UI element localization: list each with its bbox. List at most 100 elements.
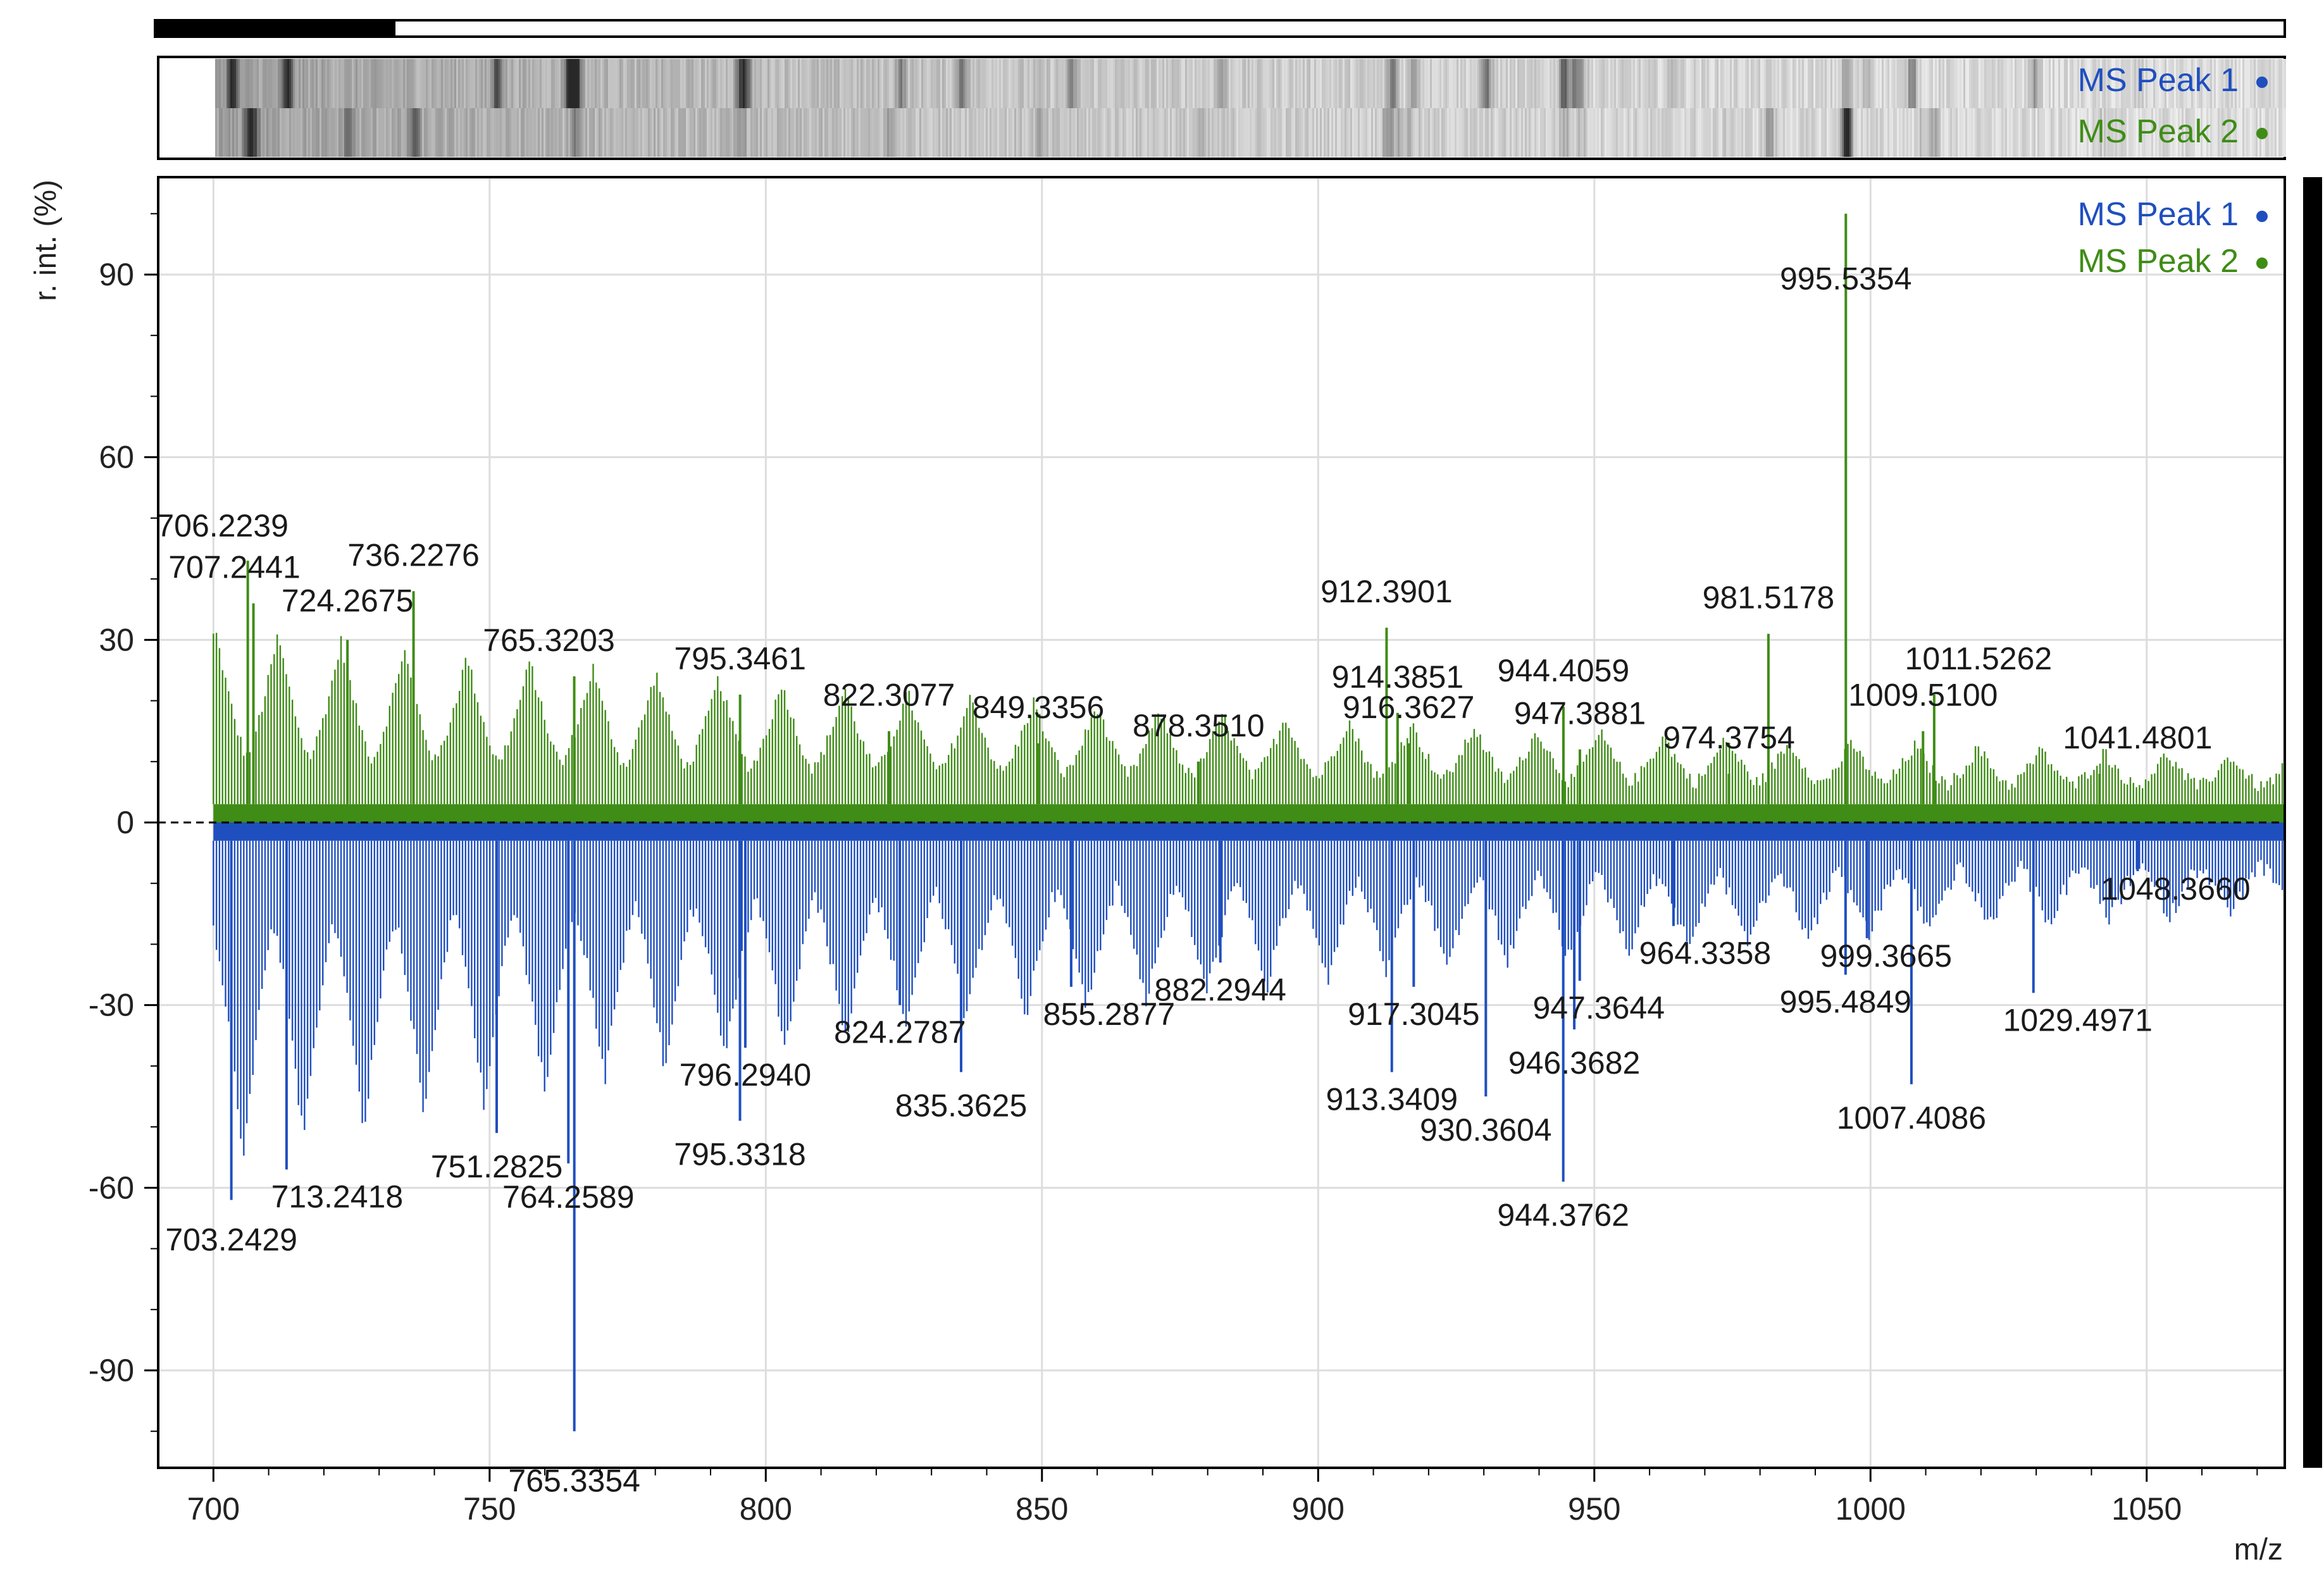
heatmap-cell-ms-peak-2 (2214, 108, 2216, 157)
heatmap-cell-ms-peak-2 (1115, 108, 1117, 157)
heatmap-cell-ms-peak-1 (671, 59, 673, 108)
heatmap-cell-ms-peak-2 (1954, 108, 1956, 157)
heatmap-cell-ms-peak-1 (993, 59, 995, 108)
heatmap-cell-ms-peak-1 (1231, 59, 1233, 108)
heatmap-cell-ms-peak-2 (1335, 108, 1337, 157)
heatmap-cell-ms-peak-2 (1284, 108, 1286, 157)
heatmap-cell-ms-peak-2 (1561, 108, 1563, 157)
heatmap-cell-ms-peak-2 (1159, 108, 1160, 157)
heatmap-cell-ms-peak-2 (540, 108, 542, 157)
heatmap-cell-ms-peak-1 (2221, 59, 2223, 108)
heatmap-cell-ms-peak-1 (1817, 59, 1819, 108)
heatmap-cell-ms-peak-1 (473, 59, 475, 108)
heatmap-cell-ms-peak-2 (2136, 108, 2138, 157)
heatmap-cell-ms-peak-2 (346, 108, 348, 157)
heatmap-cell-ms-peak-2 (2142, 108, 2144, 157)
heatmap-cell-ms-peak-1 (2269, 59, 2271, 108)
y-tick-label: 90 (99, 257, 134, 292)
heatmap-cell-ms-peak-1 (2001, 59, 2003, 108)
y-tick-label: 60 (99, 440, 134, 475)
heatmap-cell-ms-peak-1 (2191, 59, 2193, 108)
heatmap-cell-ms-peak-1 (826, 59, 828, 108)
heatmap-cell-ms-peak-2 (1489, 108, 1491, 157)
heatmap-cell-ms-peak-2 (1605, 108, 1606, 157)
heatmap-cell-ms-peak-1 (674, 59, 676, 108)
overview-scrollbar-thumb[interactable] (155, 20, 395, 37)
overview-scrollbar[interactable] (154, 19, 2286, 38)
heatmap-cell-ms-peak-2 (2239, 108, 2240, 157)
heatmap-cell-ms-peak-1 (1633, 59, 1635, 108)
legend: MS Peak 1 MS Peak 2 (2078, 196, 2268, 280)
heatmap-cell-ms-peak-1 (1682, 59, 1684, 108)
heatmap-cell-ms-peak-2 (2161, 108, 2163, 157)
heatmap-cell-ms-peak-1 (802, 59, 804, 108)
heatmap-cell-ms-peak-1 (471, 59, 473, 108)
heatmap-cell-ms-peak-2 (217, 108, 219, 157)
heatmap-cell-ms-peak-1 (2180, 59, 2182, 108)
heatmap-cell-ms-peak-1 (1681, 59, 1682, 108)
heatmap-cell-ms-peak-2 (1090, 108, 1092, 157)
heatmap-cell-ms-peak-2 (1439, 108, 1441, 157)
heatmap-cell-ms-peak-1 (2058, 59, 2060, 108)
heatmap-cell-ms-peak-2 (500, 108, 502, 157)
heatmap-cell-ms-peak-1 (1257, 59, 1259, 108)
heatmap-cell-ms-peak-1 (1671, 59, 1673, 108)
heatmap-cell-ms-peak-1 (1457, 59, 1458, 108)
heatmap-cell-ms-peak-1 (1485, 59, 1487, 108)
heatmap-cell-ms-peak-1 (1922, 59, 1923, 108)
heatmap-cell-ms-peak-1 (1783, 59, 1785, 108)
heatmap-cell-ms-peak-2 (1487, 108, 1489, 157)
heatmap-cell-ms-peak-2 (2051, 108, 2053, 157)
heatmap-cell-ms-peak-2 (291, 108, 293, 157)
heatmap-cell-ms-peak-2 (2235, 108, 2237, 157)
heatmap-cell-ms-peak-1 (813, 59, 815, 108)
heatmap-cell-ms-peak-2 (912, 108, 914, 157)
heatmap-cell-ms-peak-1 (927, 59, 929, 108)
heatmap-cell-ms-peak-1 (388, 59, 390, 108)
heatmap-cell-ms-peak-1 (2117, 59, 2119, 108)
heatmap-cell-ms-peak-2 (1777, 108, 1779, 157)
heatmap-cell-ms-peak-2 (1591, 108, 1593, 157)
heatmap-cell-ms-peak-1 (1253, 59, 1255, 108)
heatmap-cell-ms-peak-2 (654, 108, 656, 157)
heatmap-cell-ms-peak-2 (1942, 108, 1944, 157)
heatmap-cell-ms-peak-2 (971, 108, 972, 157)
heatmap-cell-ms-peak-1 (1400, 59, 1401, 108)
heatmap-cell-ms-peak-2 (688, 108, 690, 157)
heatmap-cell-ms-peak-2 (1272, 108, 1274, 157)
heatmap-cell-ms-peak-2 (1570, 108, 1572, 157)
heatmap-cell-ms-peak-2 (1705, 108, 1707, 157)
heatmap-cell-ms-peak-2 (1578, 108, 1580, 157)
heatmap-cell-ms-peak-1 (1743, 59, 1745, 108)
heatmap-cell-ms-peak-1 (959, 59, 961, 108)
heatmap-cell-ms-peak-2 (1282, 108, 1284, 157)
heatmap-cell-ms-peak-1 (466, 59, 468, 108)
heatmap-cell-ms-peak-1 (327, 59, 329, 108)
heatmap-cell-ms-peak-2 (1698, 108, 1700, 157)
heatmap-cell-ms-peak-2 (1339, 108, 1341, 157)
heatmap-cell-ms-peak-2 (1196, 108, 1198, 157)
heatmap-cell-ms-peak-2 (874, 108, 876, 157)
heatmap-cell-ms-peak-2 (1500, 108, 1502, 157)
heatmap-cell-ms-peak-2 (1308, 108, 1310, 157)
heatmap-cell-ms-peak-1 (1498, 59, 1500, 108)
heatmap-cell-ms-peak-2 (257, 108, 259, 157)
heatmap-cell-ms-peak-2 (414, 108, 416, 157)
heatmap-cell-ms-peak-2 (1948, 108, 1950, 157)
heatmap-cell-ms-peak-1 (1102, 59, 1103, 108)
heatmap-cell-ms-peak-2 (274, 108, 276, 157)
vertical-scrollbar-thumb[interactable] (2303, 177, 2322, 1468)
heatmap-cell-ms-peak-1 (1785, 59, 1787, 108)
heatmap-cell-ms-peak-2 (1210, 108, 1212, 157)
heatmap-cell-ms-peak-2 (1204, 108, 1206, 157)
heatmap-cell-ms-peak-2 (1713, 108, 1715, 157)
heatmap-cell-ms-peak-2 (716, 108, 718, 157)
heatmap-cell-ms-peak-1 (739, 59, 741, 108)
heatmap-cell-ms-peak-1 (866, 59, 868, 108)
heatmap-cell-ms-peak-1 (1914, 59, 1916, 108)
heatmap-cell-ms-peak-2 (321, 108, 323, 157)
overview-scrollbar-track[interactable] (154, 19, 2286, 38)
heatmap-cell-ms-peak-2 (1187, 108, 1189, 157)
heatmap-cell-ms-peak-2 (1840, 108, 1842, 157)
heatmap-cell-ms-peak-1 (2225, 59, 2227, 108)
